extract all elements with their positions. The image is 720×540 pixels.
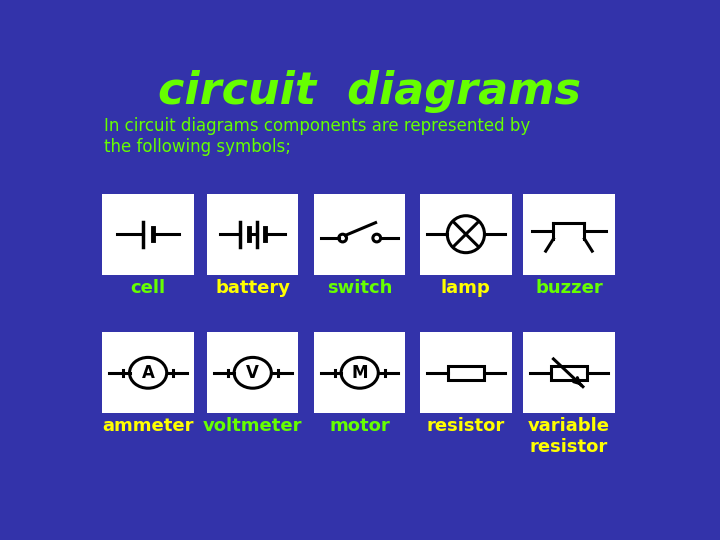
Bar bbox=[551, 366, 587, 380]
Bar bbox=[523, 333, 615, 413]
Bar bbox=[102, 194, 194, 275]
Bar bbox=[314, 194, 405, 275]
Bar bbox=[102, 333, 194, 413]
Text: buzzer: buzzer bbox=[535, 279, 603, 297]
Bar bbox=[207, 333, 299, 413]
Bar bbox=[448, 366, 484, 380]
Text: M: M bbox=[351, 364, 368, 382]
Text: battery: battery bbox=[215, 279, 290, 297]
Text: lamp: lamp bbox=[441, 279, 491, 297]
Text: resistor: resistor bbox=[427, 417, 505, 435]
Bar bbox=[523, 194, 615, 275]
Text: A: A bbox=[142, 364, 155, 382]
Text: switch: switch bbox=[327, 279, 392, 297]
Text: V: V bbox=[246, 364, 259, 382]
Bar bbox=[420, 194, 512, 275]
Text: cell: cell bbox=[130, 279, 166, 297]
Text: voltmeter: voltmeter bbox=[203, 417, 302, 435]
Bar bbox=[420, 333, 512, 413]
Text: variable
resistor: variable resistor bbox=[528, 417, 610, 456]
Text: In circuit diagrams components are represented by
the following symbols;: In circuit diagrams components are repre… bbox=[104, 117, 530, 156]
Bar bbox=[314, 333, 405, 413]
Text: ammeter: ammeter bbox=[102, 417, 194, 435]
Text: circuit  diagrams: circuit diagrams bbox=[158, 70, 580, 113]
Bar bbox=[207, 194, 299, 275]
Text: motor: motor bbox=[329, 417, 390, 435]
